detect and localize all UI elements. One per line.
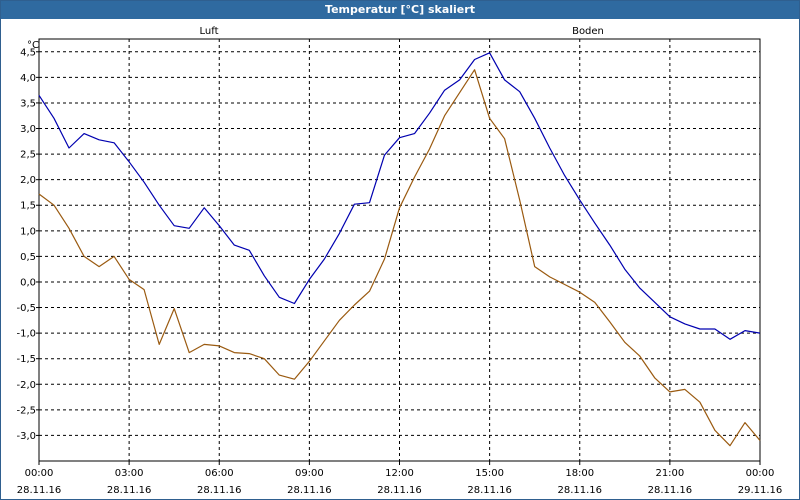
y-tick-label: 3,0	[20, 124, 36, 135]
x-tick-date-label: 28.11.16	[17, 485, 62, 496]
x-tick-date-label: 28.11.16	[197, 485, 242, 496]
y-tick-label: -1,0	[16, 329, 36, 340]
chart-grid	[39, 39, 760, 461]
series-labels: Luft Boden	[200, 26, 604, 37]
series-label-luft: Luft	[200, 26, 219, 37]
x-tick-date-label: 28.11.16	[287, 485, 332, 496]
y-axis-ticks: 4,5 4,0 3,5 3,0 2,5 2,0 1,5 1,0 0,5 0,0 -0,5 -1,0 -1…	[16, 47, 39, 442]
y-tick-label: 4,0	[20, 73, 36, 84]
x-tick-date-label: 28.11.16	[648, 485, 693, 496]
x-tick-time-label: 21:00	[655, 468, 684, 479]
x-tick-date-label: 28.11.16	[467, 485, 512, 496]
y-axis-unit-label: °C	[27, 40, 39, 51]
x-tick-time-label: 00:00	[746, 468, 775, 479]
y-tick-label: 2,0	[20, 175, 36, 186]
x-tick-time-label: 03:00	[115, 468, 144, 479]
y-tick-label: 0,0	[20, 277, 36, 288]
x-tick-date-label: 28.11.16	[557, 485, 602, 496]
y-tick-label: 0,5	[20, 252, 36, 263]
series-group	[38, 52, 761, 447]
series-line-luft	[38, 52, 761, 340]
x-tick-time-label: 15:00	[475, 468, 504, 479]
y-tick-label: -1,5	[16, 354, 36, 365]
x-tick-time-label: 12:00	[385, 468, 414, 479]
x-tick-date-label: 28.11.16	[107, 485, 152, 496]
y-tick-label: -2,0	[16, 380, 36, 391]
x-tick-date-label: 29.11.16	[738, 485, 783, 496]
window-title: Temperatur [°C] skaliert	[1, 1, 799, 19]
y-tick-label: -3,0	[16, 431, 36, 442]
y-tick-label: -2,5	[16, 405, 36, 416]
x-tick-date-label: 28.11.16	[377, 485, 422, 496]
x-tick-time-label: 00:00	[25, 468, 54, 479]
x-tick-time-label: 09:00	[295, 468, 324, 479]
y-tick-label: 1,5	[20, 201, 36, 212]
series-label-boden: Boden	[572, 26, 604, 37]
x-tick-time-label: 18:00	[565, 468, 594, 479]
y-tick-label: 2,5	[20, 150, 36, 161]
y-tick-label: -0,5	[16, 303, 36, 314]
x-axis-ticks: 00:00 28.11.16 03:00 28.11.16 06:00 28.11.16 0…	[17, 461, 783, 496]
y-tick-label: 4,5	[20, 47, 36, 58]
series-line-boden	[38, 69, 761, 447]
y-tick-label: 3,5	[20, 98, 36, 109]
y-tick-label: 1,0	[20, 226, 36, 237]
x-tick-time-label: 06:00	[205, 468, 234, 479]
